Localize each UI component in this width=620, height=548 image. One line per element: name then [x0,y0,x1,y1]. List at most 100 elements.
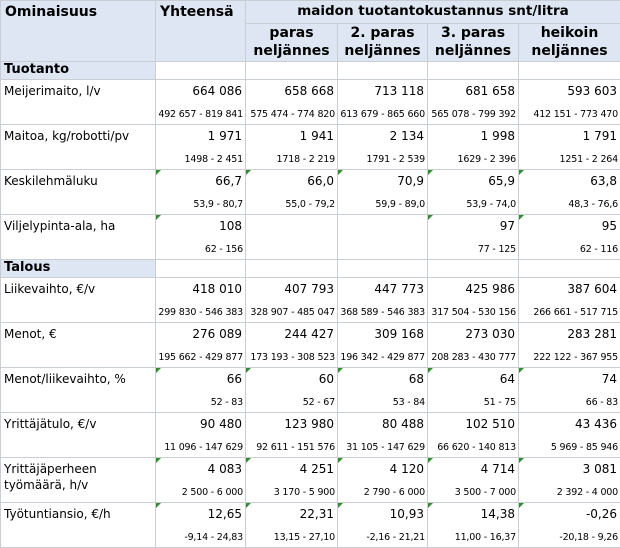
cell-range: 11,00 - 16,37 [455,532,516,543]
cell-value: 425 986 [465,282,515,296]
cell-value: 4 251 [300,462,334,476]
header-quartile-1: paras neljännes [246,24,338,62]
cell-range: 53 - 84 [393,397,425,408]
cell-range: 66 - 83 [586,397,618,408]
section-title: Talous [1,260,156,278]
value-cell: 64 51 - 75 [428,368,519,413]
section-blank-cell [338,62,428,80]
row-label-text: Viljelypinta-ala, ha [4,218,155,234]
table-row: Meijerimaito, l/v 664 086 492 657 - 819 84… [1,80,620,125]
row-label: Yrittäjäperheen työmäärä, h/v [1,458,156,503]
value-cell [246,215,338,260]
cell-value: 10,93 [390,507,424,521]
cell-range: 62 - 156 [205,244,243,255]
header-quartile-2: 2. paras neljännes [338,24,428,62]
row-label: Viljelypinta-ala, ha [1,215,156,260]
cell-range: 52 - 83 [211,397,243,408]
cell-value: 102 510 [465,417,515,431]
cell-value: 276 089 [192,327,242,341]
cell-value: 713 118 [374,84,424,98]
cell-value: 4 714 [481,462,515,476]
value-cell: 664 086 492 657 - 819 841 [156,80,246,125]
cell-range: 48,3 - 76,6 [568,199,618,210]
row-label: Yrittäjätulo, €/v [1,413,156,458]
row-label-text: Liikevaihto, €/v [4,281,155,297]
cell-value: 1 941 [300,129,334,143]
cell-value: 66,0 [307,174,334,188]
section-header-row: Talous [1,260,620,278]
cell-value: 681 658 [465,84,515,98]
value-cell: 418 010 299 830 - 546 383 [156,278,246,323]
table-row: Yrittäjätulo, €/v 90 480 11 096 - 147 629 1… [1,413,620,458]
row-label-text: Yrittäjätulo, €/v [4,416,155,432]
row-label: Meijerimaito, l/v [1,80,156,125]
cell-value: 283 281 [567,327,617,341]
cell-range: 13,15 - 27,10 [274,532,335,543]
table-row: Liikevaihto, €/v 418 010 299 830 - 546 383… [1,278,620,323]
cell-range: 11 096 - 147 629 [164,442,243,453]
cell-range: 53,9 - 80,7 [193,199,243,210]
row-label-text: Meijerimaito, l/v [4,83,155,99]
value-cell: 63,8 48,3 - 76,6 [519,170,620,215]
cell-range: 51 - 75 [484,397,516,408]
cell-value: 63,8 [590,174,617,188]
cell-range: 613 679 - 865 660 [340,109,425,120]
cell-range: -9,14 - 24,83 [184,532,243,543]
cell-value: 4 120 [390,462,424,476]
cell-value: 1 998 [481,129,515,143]
row-label-text: Työtuntiansio, €/h [4,506,155,522]
cell-value: 65,9 [488,174,515,188]
cell-value: 64 [500,372,515,386]
cell-range: 62 - 116 [580,244,618,255]
row-label-text: Keskilehmäluku [4,173,155,189]
cell-range: 1718 - 2 219 [277,154,335,165]
cell-value: 4 083 [208,462,242,476]
row-label: Liikevaihto, €/v [1,278,156,323]
cell-range: 66 620 - 140 813 [437,442,516,453]
cell-range: 208 283 - 430 777 [431,352,516,363]
cell-range: -20,18 - 9,26 [559,532,618,543]
cell-value: 66,7 [215,174,242,188]
section-header-row: Tuotanto [1,62,620,80]
value-cell: -0,26-20,18 - 9,26 [519,503,620,548]
value-cell: 102 510 66 620 - 140 813 [428,413,519,458]
cell-value: 244 427 [284,327,334,341]
cell-range: 492 657 - 819 841 [158,109,243,120]
cell-range: 59,9 - 89,0 [375,199,425,210]
cell-value: 387 604 [567,282,617,296]
cell-value: 418 010 [192,282,242,296]
cell-value: 664 086 [192,84,242,98]
cell-value: 80 488 [382,417,424,431]
section-blank-cell [519,62,620,80]
cell-range: 1498 - 2 451 [185,154,243,165]
header-group-title: maidon tuotantokustannus snt/litra [246,1,620,24]
cell-value: 12,65 [208,507,242,521]
row-label: Keskilehmäluku [1,170,156,215]
cell-value: 2 134 [390,129,424,143]
cell-range: 299 830 - 546 383 [158,307,243,318]
cell-value: 90 480 [200,417,242,431]
cell-value: 273 030 [465,327,515,341]
row-label-text: Yrittäjäperheen työmäärä, h/v [4,461,155,493]
